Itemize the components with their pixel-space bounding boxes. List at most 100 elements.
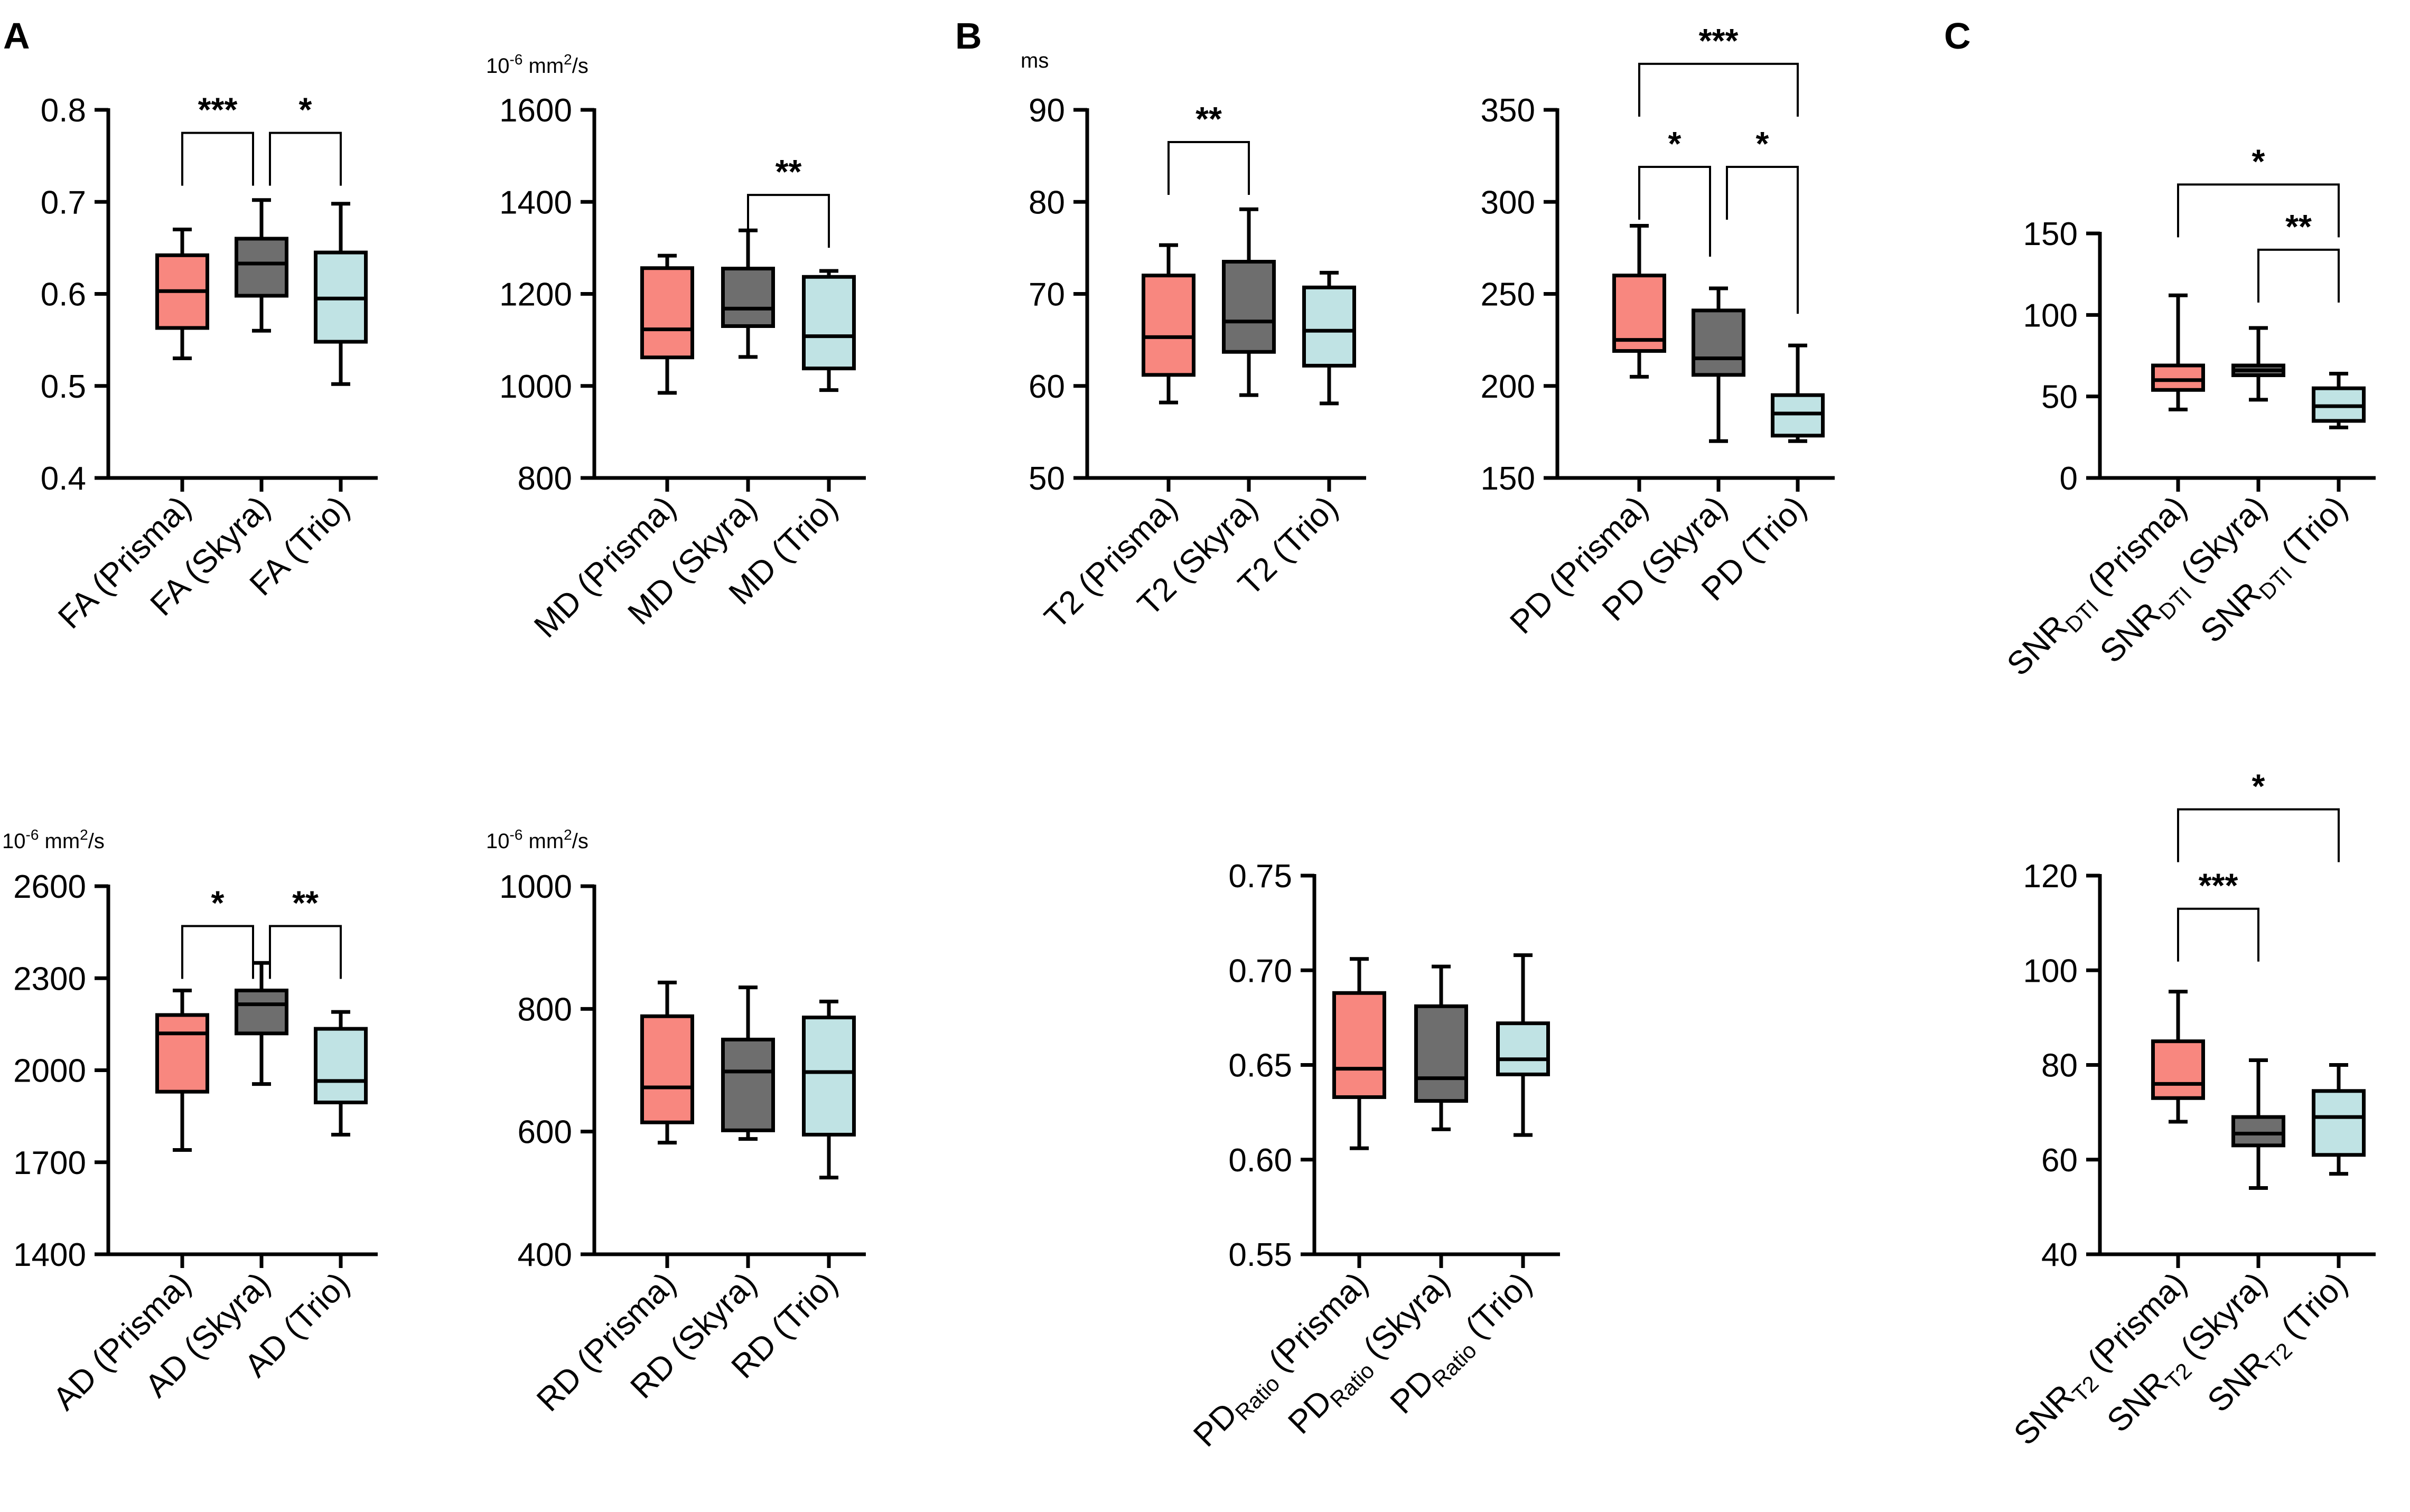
box-snr_dti-1	[2231, 326, 2285, 492]
y-tick-label: 150	[1481, 461, 1535, 497]
panel-label-b: B	[955, 15, 982, 57]
box-fa-0	[155, 228, 209, 492]
box-snr_dti-2	[2312, 371, 2366, 492]
y-tick-label: 100	[2023, 297, 2078, 334]
iqr-box	[1222, 260, 1276, 354]
significance-label: ***	[1699, 22, 1739, 60]
box-md-1	[721, 228, 775, 492]
chart-fa: 0.40.50.60.70.8FA (Prisma)FA (Skyra)FA (…	[41, 91, 378, 636]
y-tick-label: 350	[1481, 92, 1535, 129]
iqr-box	[640, 1014, 694, 1124]
box-t2-0	[1142, 243, 1195, 492]
iqr-box	[802, 1016, 856, 1137]
y-tick-label: 0.5	[41, 369, 86, 405]
box-ad-1	[235, 961, 288, 1268]
y-tick-label: 2600	[13, 869, 86, 905]
y-tick-label: 50	[1029, 461, 1065, 497]
box-t2-1	[1222, 207, 1276, 492]
iqr-box	[1142, 274, 1195, 377]
iqr-box	[2312, 1089, 2366, 1157]
y-tick-label: 80	[1029, 184, 1065, 221]
box-ad-0	[155, 988, 209, 1268]
y-tick-label: 250	[1481, 277, 1535, 313]
y-tick-label: 1400	[13, 1237, 86, 1273]
box-rd-1	[721, 985, 775, 1268]
significance-bracket	[2177, 183, 2340, 238]
category-label: SNRT2 (Prisma)	[2007, 1265, 2197, 1455]
iqr-box	[1414, 1004, 1468, 1103]
box-pd-2	[1771, 343, 1825, 492]
category-label: SNRDTI (Prisma)	[2000, 489, 2197, 686]
iqr-box	[2231, 1115, 2285, 1148]
significance-bracket	[1638, 166, 1711, 257]
y-tick-label: 120	[2023, 858, 2078, 895]
box-t2-2	[1302, 270, 1356, 492]
y-tick-label: 150	[2023, 216, 2078, 252]
significance-label: *	[1668, 125, 1682, 163]
significance-label: **	[776, 153, 802, 191]
y-tick-label: 0.75	[1228, 858, 1292, 895]
significance-bracket	[181, 925, 254, 979]
unit-label: ms	[1021, 49, 1049, 72]
significance-label: **	[1195, 100, 1222, 138]
significance-bracket	[269, 132, 342, 186]
unit-label: 10-6 mm2/s	[486, 51, 589, 78]
iqr-box	[235, 988, 288, 1036]
significance-label: *	[299, 91, 312, 129]
box-snr_t2-1	[2231, 1058, 2285, 1268]
y-tick-label: 0.65	[1228, 1048, 1292, 1084]
significance-label: *	[211, 884, 225, 922]
significance-bracket	[2177, 808, 2340, 862]
y-tick-label: 0.55	[1228, 1237, 1292, 1273]
y-tick-label: 0.6	[41, 277, 86, 313]
y-tick-label: 60	[2041, 1142, 2078, 1179]
box-fa-2	[314, 202, 368, 492]
y-tick-label: 1700	[13, 1145, 86, 1181]
significance-bracket	[2177, 907, 2259, 962]
box-pd_ratio-0	[1332, 957, 1386, 1268]
significance-label: *	[1756, 125, 1769, 163]
y-tick-label: 1000	[499, 869, 572, 905]
y-tick-label: 1400	[499, 184, 572, 221]
y-tick-label: 2300	[13, 961, 86, 997]
iqr-box	[721, 267, 775, 328]
significance-bracket	[1726, 166, 1799, 314]
iqr-box	[155, 1013, 209, 1094]
significance-label: *	[2252, 767, 2265, 805]
box-pd_ratio-2	[1496, 953, 1550, 1268]
category-label: RD (Prisma)	[530, 1265, 683, 1419]
box-rd-0	[640, 980, 694, 1268]
charts-container: 0.40.50.60.70.8FA (Prisma)FA (Skyra)FA (…	[2, 22, 2376, 1455]
y-tick-label: 300	[1481, 184, 1535, 221]
significance-bracket	[1638, 62, 1799, 117]
significance-label: **	[2285, 208, 2312, 246]
box-snr_dti-0	[2151, 293, 2205, 492]
iqr-box	[314, 1027, 368, 1104]
iqr-box	[721, 1037, 775, 1132]
panel-label-a: A	[3, 15, 30, 57]
y-tick-label: 600	[518, 1114, 572, 1151]
box-pd_ratio-1	[1414, 964, 1468, 1268]
unit-label: 10-6 mm2/s	[2, 827, 105, 853]
iqr-box	[1302, 285, 1356, 368]
y-tick-label: 1200	[499, 277, 572, 313]
panel-label-c: C	[1944, 15, 1971, 57]
y-tick-label: 80	[2041, 1048, 2078, 1084]
box-md-2	[802, 269, 856, 492]
significance-bracket	[747, 194, 830, 248]
box-rd-2	[802, 999, 856, 1268]
box-fa-1	[235, 198, 288, 492]
box-pd-0	[1612, 224, 1666, 492]
y-tick-label: 1600	[499, 92, 572, 129]
y-tick-label: 1000	[499, 369, 572, 405]
iqr-box	[640, 266, 694, 360]
box-snr_t2-0	[2151, 990, 2205, 1268]
iqr-box	[1496, 1021, 1550, 1076]
significance-label: **	[292, 884, 319, 922]
y-tick-label: 70	[1029, 277, 1065, 313]
